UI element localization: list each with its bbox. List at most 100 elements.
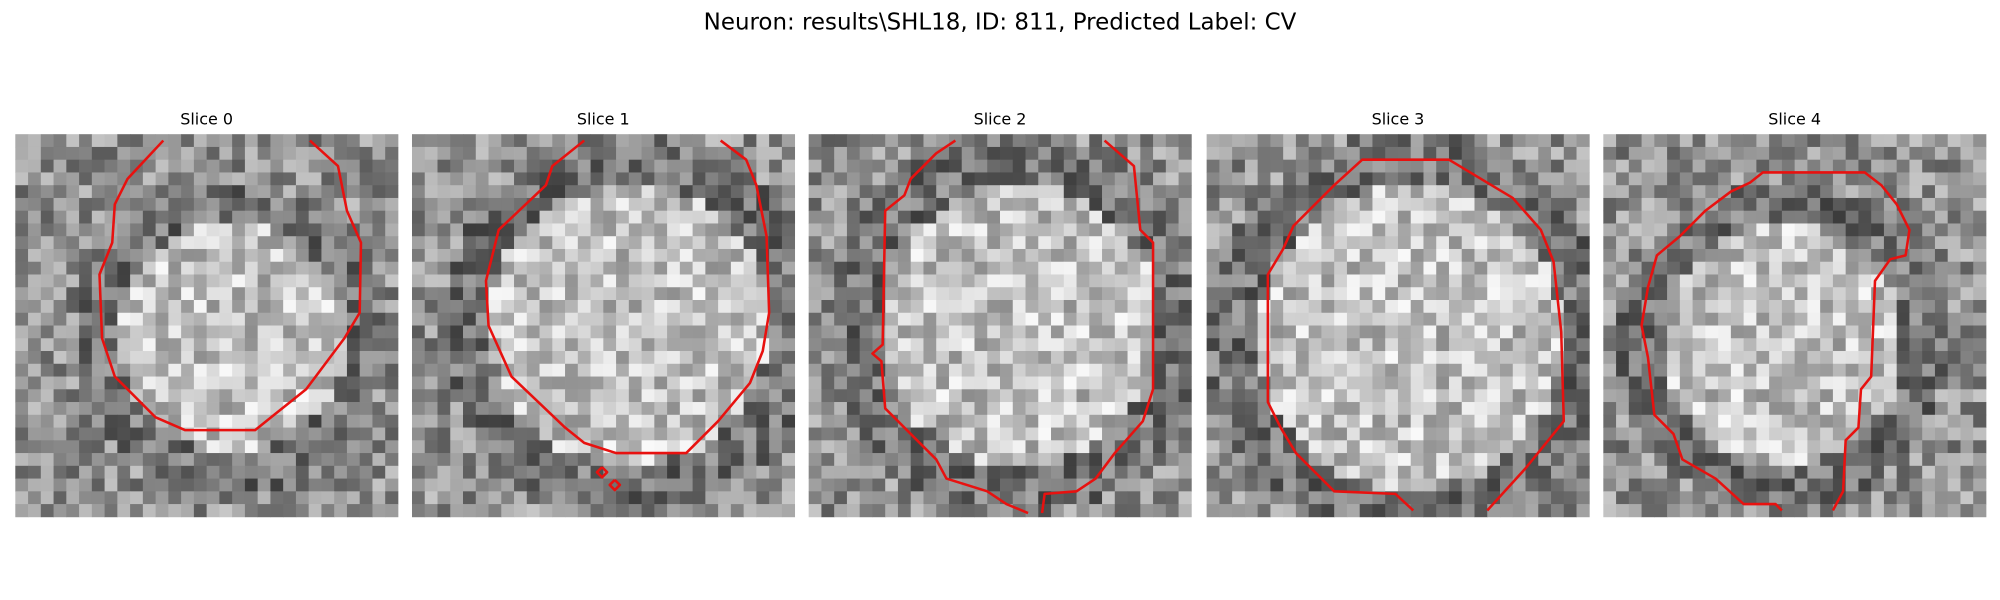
pixel bbox=[1603, 504, 1617, 518]
pixel bbox=[219, 185, 233, 199]
pixel bbox=[1372, 351, 1386, 365]
pixel bbox=[488, 414, 502, 428]
pixel bbox=[1628, 223, 1642, 237]
pixel bbox=[692, 504, 706, 518]
pixel bbox=[1397, 376, 1412, 390]
pixel bbox=[1781, 389, 1796, 403]
pixel bbox=[321, 491, 335, 505]
pixel bbox=[91, 338, 105, 352]
pixel bbox=[1538, 197, 1552, 212]
pixel bbox=[1730, 248, 1745, 263]
pixel bbox=[79, 287, 93, 301]
pixel bbox=[1628, 159, 1642, 173]
pixel bbox=[1563, 491, 1577, 505]
pixel bbox=[1038, 376, 1052, 390]
pixel bbox=[1525, 197, 1539, 212]
pixel bbox=[834, 465, 848, 479]
pixel bbox=[463, 223, 477, 237]
pixel bbox=[295, 465, 310, 479]
pixel bbox=[193, 197, 208, 212]
pixel bbox=[616, 427, 630, 441]
pixel bbox=[104, 465, 118, 479]
pixel bbox=[1474, 414, 1488, 428]
pixel bbox=[974, 325, 988, 339]
pixel bbox=[961, 172, 975, 186]
pixel bbox=[846, 325, 861, 339]
pixel bbox=[1051, 248, 1065, 263]
pixel bbox=[257, 134, 271, 148]
pixel bbox=[872, 134, 886, 148]
pixel bbox=[1153, 210, 1167, 224]
pixel bbox=[1934, 287, 1949, 301]
pixel bbox=[1461, 427, 1475, 441]
pixel bbox=[756, 427, 770, 441]
pixel bbox=[1423, 159, 1437, 173]
pixel bbox=[1871, 134, 1885, 148]
pixel bbox=[1012, 427, 1026, 441]
pixel bbox=[1794, 338, 1808, 352]
pixel bbox=[1883, 312, 1898, 326]
pixel bbox=[142, 197, 156, 212]
pixel bbox=[1576, 414, 1590, 428]
pixel bbox=[1423, 402, 1437, 416]
pixel bbox=[1012, 300, 1026, 314]
pixel bbox=[283, 210, 297, 224]
pixel bbox=[616, 274, 630, 288]
pixel bbox=[910, 389, 924, 403]
pixel bbox=[1012, 248, 1026, 263]
pixel bbox=[295, 312, 310, 326]
pixel bbox=[450, 453, 464, 467]
pixel bbox=[1346, 134, 1361, 148]
pixel bbox=[808, 274, 822, 288]
pixel bbox=[1705, 312, 1719, 326]
pixel bbox=[1794, 134, 1808, 148]
pixel bbox=[1794, 402, 1808, 416]
pixel bbox=[1283, 210, 1297, 224]
pixel bbox=[463, 338, 477, 352]
pixel bbox=[501, 261, 515, 275]
pixel bbox=[1756, 504, 1770, 518]
pixel bbox=[1410, 414, 1424, 428]
pixel bbox=[66, 402, 80, 416]
pixel bbox=[475, 300, 489, 314]
pixel bbox=[1641, 440, 1655, 454]
pixel bbox=[359, 287, 373, 301]
pixel bbox=[526, 338, 540, 352]
pixel bbox=[1538, 312, 1552, 326]
pixel bbox=[232, 491, 246, 505]
pixel bbox=[1410, 236, 1424, 250]
pixel bbox=[1563, 172, 1577, 186]
pixel bbox=[424, 402, 438, 416]
pixel bbox=[1512, 159, 1526, 173]
pixel bbox=[1603, 159, 1617, 173]
pixel bbox=[91, 402, 105, 416]
pixel bbox=[1025, 478, 1039, 492]
pixel bbox=[193, 312, 208, 326]
pixel bbox=[1244, 491, 1259, 505]
pixel bbox=[1947, 325, 1961, 339]
pixel bbox=[692, 491, 706, 505]
pixel bbox=[1730, 325, 1745, 339]
pixel bbox=[872, 504, 886, 518]
pixel bbox=[514, 236, 528, 250]
pixel bbox=[1038, 478, 1052, 492]
pixel bbox=[1705, 274, 1719, 288]
pixel bbox=[1076, 363, 1090, 377]
contour bbox=[1640, 171, 1911, 512]
pixel bbox=[1178, 146, 1192, 161]
pixel bbox=[1410, 146, 1424, 161]
pixel bbox=[1321, 338, 1335, 352]
pixel bbox=[1257, 172, 1271, 186]
pixel bbox=[1820, 478, 1834, 492]
pixel bbox=[679, 248, 693, 263]
pixel bbox=[1845, 172, 1859, 186]
pixel bbox=[1705, 491, 1719, 505]
pixel bbox=[1769, 287, 1783, 301]
pixel bbox=[66, 427, 80, 441]
pixel bbox=[257, 376, 271, 390]
pixel bbox=[1858, 134, 1872, 148]
pixel bbox=[1794, 274, 1808, 288]
pixel bbox=[923, 389, 937, 403]
pixel bbox=[1909, 414, 1923, 428]
pixel bbox=[501, 465, 515, 479]
